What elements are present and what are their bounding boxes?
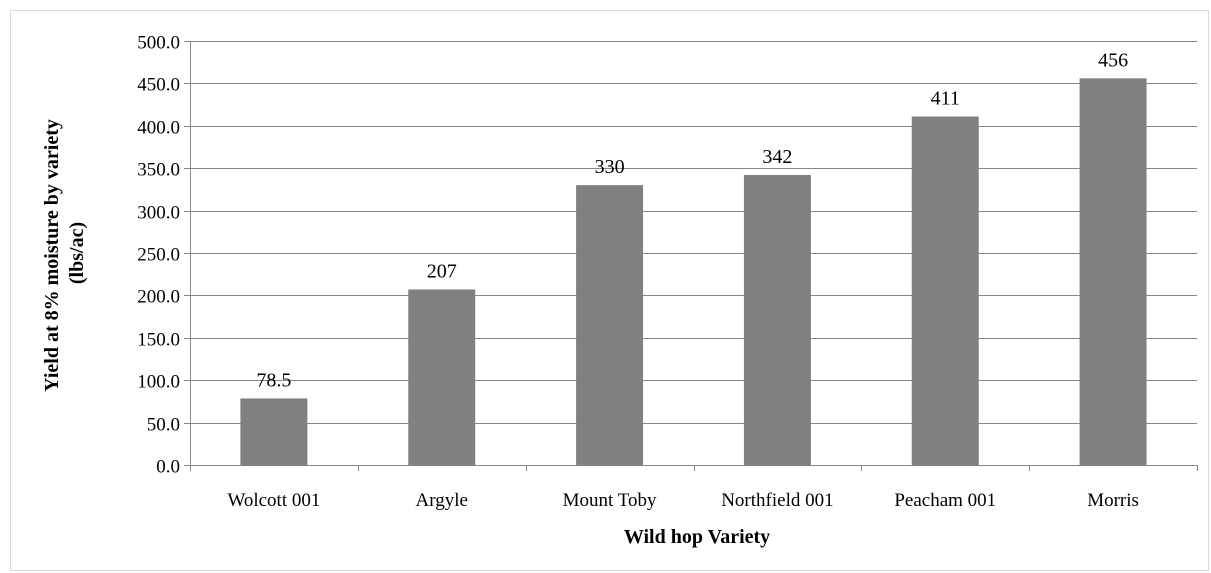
- data-label: 456: [1098, 49, 1128, 71]
- x-category-label: Northfield 001: [721, 490, 833, 511]
- y-tick-label: 150.0: [137, 330, 180, 351]
- y-tick-labels: 0.0 50.0 100.0 150.0 200.0 250.0 300.0 350.0 400…: [137, 33, 180, 478]
- bars: [240, 78, 1147, 466]
- bar: [1079, 78, 1147, 465]
- x-axis-title: Wild hop Variety: [624, 526, 770, 548]
- x-category-labels: Wolcott 001 Argyle Mount Toby Northfield 00…: [227, 490, 1139, 511]
- bar: [240, 398, 308, 465]
- y-tick-label: 500.0: [137, 33, 180, 54]
- data-label: 78.5: [256, 369, 291, 391]
- y-tick-label: 100.0: [137, 372, 180, 393]
- data-label: 342: [762, 146, 792, 168]
- y-tick-label: 200.0: [137, 287, 180, 308]
- data-label: 330: [595, 156, 625, 178]
- bar: [743, 174, 811, 465]
- axes: [190, 41, 1198, 471]
- x-category-label: Mount Toby: [563, 490, 657, 511]
- x-category-label: Morris: [1087, 490, 1139, 511]
- y-tick-label: 400.0: [137, 118, 180, 139]
- y-axis-title-line-2: (lbs/ac): [66, 222, 88, 284]
- y-tick-label: 0.0: [156, 457, 180, 478]
- x-category-label: Argyle: [416, 490, 468, 511]
- y-tick-label: 50.0: [147, 415, 180, 436]
- y-tick-label: 300.0: [137, 203, 180, 224]
- data-labels: 78.5 207 330 342 411 456: [256, 49, 1128, 391]
- y-axis-title-line-1: Yield at 8% moisture by variety: [41, 119, 63, 392]
- data-label: 207: [427, 260, 457, 282]
- x-category-label: Wolcott 001: [227, 490, 320, 511]
- gridlines: [184, 41, 1197, 466]
- bar: [576, 185, 644, 465]
- y-axis-title: Yield at 8% moisture by variety (lbs/ac): [41, 114, 88, 392]
- bar: [408, 289, 476, 465]
- data-label: 411: [931, 87, 960, 109]
- y-tick-label: 450.0: [137, 75, 180, 96]
- y-tick-label: 250.0: [137, 245, 180, 266]
- y-tick-label: 350.0: [137, 160, 180, 181]
- x-category-label: Peacham 001: [894, 490, 996, 511]
- bar: [911, 116, 979, 466]
